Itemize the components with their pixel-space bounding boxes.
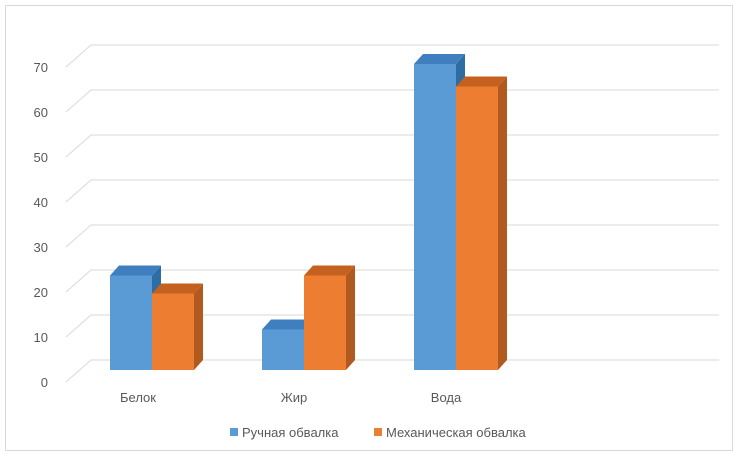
y-tick-label: 10 [34, 330, 48, 345]
gridline [65, 179, 719, 203]
x-category-label: Белок [120, 390, 156, 405]
chart-svg: 0 10 20 30 40 50 60 70 Белок Жир Вода Ручная обва… [34, 44, 719, 440]
bar-top [304, 265, 355, 276]
bar [152, 283, 203, 370]
bar-top [152, 283, 203, 294]
bar-side [498, 76, 507, 370]
bar-front [414, 64, 456, 370]
bar [304, 265, 355, 370]
x-axis-categories: Белок Жир Вода [120, 390, 462, 405]
bar-top [414, 54, 465, 64]
x-category-label: Жир [281, 390, 308, 405]
legend-swatch [374, 428, 382, 436]
gridline [65, 359, 719, 383]
y-tick-label: 30 [34, 240, 48, 255]
bar-side [194, 283, 203, 370]
gridline [65, 224, 719, 248]
legend: Ручная обвалка Механическая обвалка [230, 425, 527, 440]
legend-swatch [230, 428, 238, 436]
legend-label: Механическая обвалка [386, 425, 527, 440]
y-tick-label: 60 [34, 105, 48, 120]
y-tick-label: 70 [34, 60, 48, 75]
y-tick-label: 20 [34, 285, 48, 300]
y-axis-ticks: 0 10 20 30 40 50 60 70 [34, 60, 48, 390]
bar-side [346, 265, 355, 370]
bar-top [110, 265, 161, 276]
bar-front [152, 293, 194, 370]
gridline [65, 44, 719, 68]
bar-front [262, 329, 304, 370]
bar [414, 54, 465, 370]
bar [456, 76, 507, 370]
x-category-label: Вода [431, 390, 462, 405]
bar-top [262, 319, 313, 330]
bar-top [456, 76, 507, 87]
y-tick-label: 0 [41, 375, 48, 390]
y-tick-label: 40 [34, 195, 48, 210]
bar-front [304, 275, 346, 370]
gridline [65, 134, 719, 158]
bar-front [110, 275, 152, 370]
y-tick-label: 50 [34, 150, 48, 165]
bars [110, 54, 507, 370]
chart-area: 0 10 20 30 40 50 60 70 Белок Жир Вода Ручная обва… [5, 5, 733, 451]
gridline [65, 269, 719, 293]
gridlines [65, 44, 719, 383]
legend-label: Ручная обвалка [242, 425, 339, 440]
gridline [65, 314, 719, 338]
gridline [65, 89, 719, 113]
bar-front [456, 86, 498, 370]
